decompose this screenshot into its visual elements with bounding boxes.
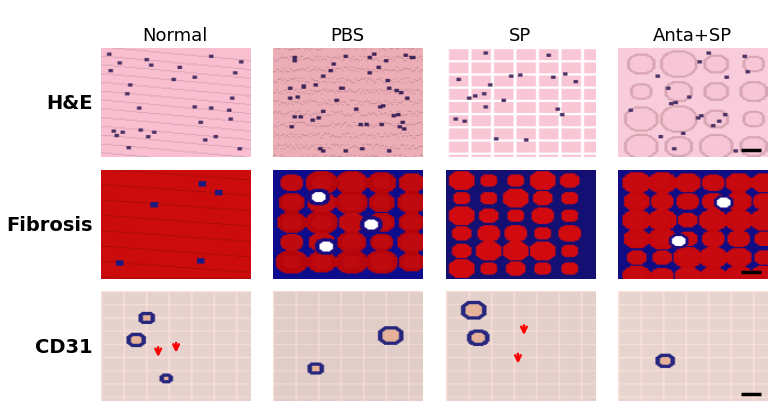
Text: Normal: Normal [143,27,208,45]
Text: CD31: CD31 [36,337,93,356]
Text: SP: SP [509,27,532,45]
Text: Fibrosis: Fibrosis [6,215,93,234]
Text: PBS: PBS [331,27,365,45]
Text: H&E: H&E [46,94,93,113]
Text: Anta+SP: Anta+SP [653,27,732,45]
